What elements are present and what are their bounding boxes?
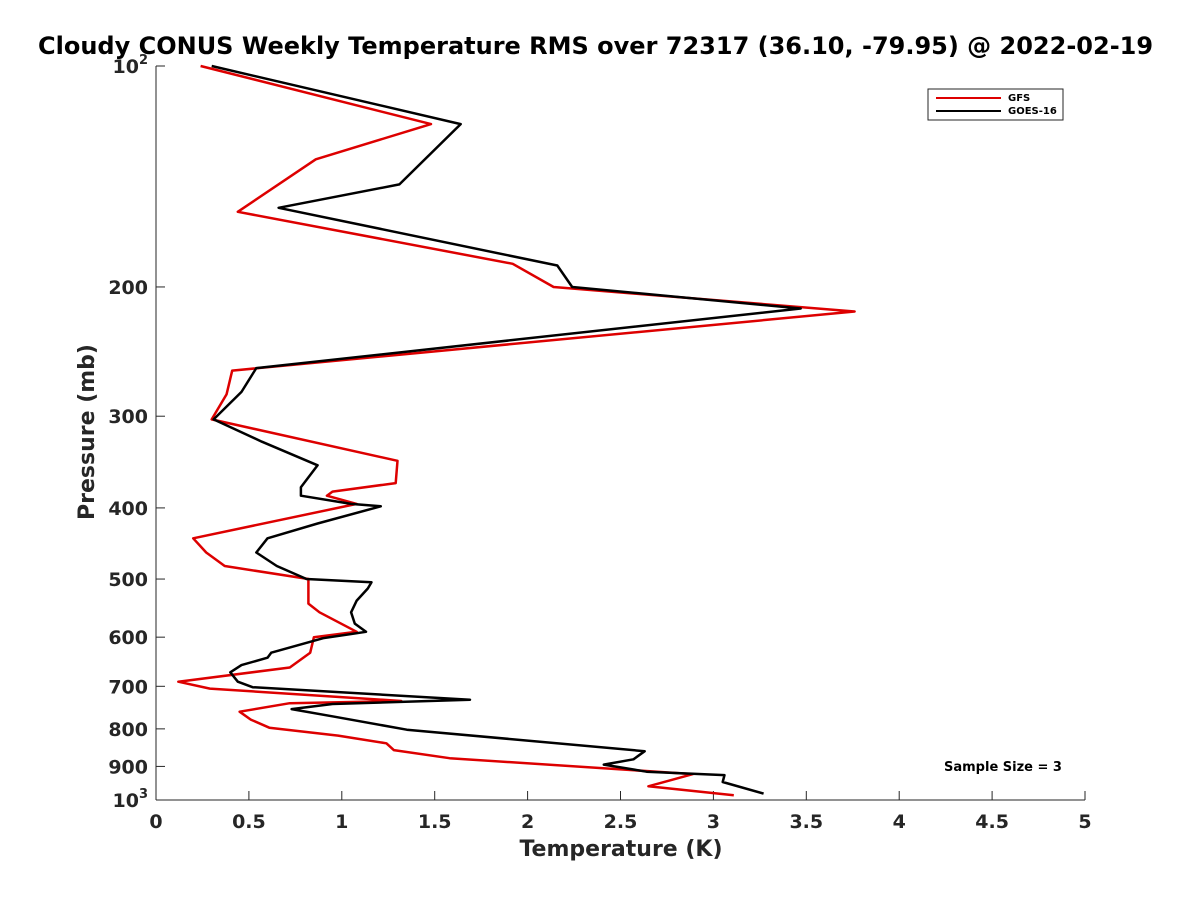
x-tick-label: 0.5 (232, 811, 266, 833)
x-axis-label: Temperature (K) (519, 837, 722, 862)
y-tick-label: 103 (113, 787, 149, 812)
x-tick-label: 2 (521, 811, 534, 833)
legend-label-goes16: GOES-16 (1008, 106, 1057, 117)
chart-title: Cloudy CONUS Weekly Temperature RMS over… (38, 32, 1153, 60)
legend-label-gfs: GFS (1008, 93, 1030, 104)
y-tick-label: 900 (108, 756, 148, 778)
series-line-goes16 (211, 64, 802, 795)
y-tick-label: 102 (113, 53, 149, 78)
x-tick-label: 2.5 (604, 811, 638, 833)
series-line-gfs (177, 64, 856, 797)
y-tick-label: 600 (108, 627, 148, 649)
y-tick-label: 400 (108, 498, 148, 520)
legend: GFS GOES-16 (927, 88, 1064, 121)
x-tick-label: 3 (707, 811, 720, 833)
y-tick-label: 300 (108, 406, 148, 428)
y-tick-label: 200 (108, 277, 148, 299)
y-tick-label: 700 (108, 676, 148, 698)
x-tick-label: 0 (149, 811, 162, 833)
x-tick-label: 4.5 (975, 811, 1009, 833)
plot-area: 0 0.5 1 1.5 2 2.5 3 3.5 4 4.5 5 102 200 300 400 500 600 7… (108, 53, 1091, 833)
x-tick-label: 1.5 (418, 811, 452, 833)
x-tick-label: 1 (335, 811, 348, 833)
y-tick-label: 800 (108, 719, 148, 741)
y-axis-label: Pressure (mb) (75, 344, 100, 520)
x-tick-label: 4 (893, 811, 906, 833)
x-tick-label: 5 (1078, 811, 1091, 833)
y-tick-label: 500 (108, 569, 148, 591)
legend-box (927, 88, 1064, 121)
x-tick-label: 3.5 (789, 811, 823, 833)
sample-size-annotation: Sample Size = 3 (944, 760, 1062, 775)
